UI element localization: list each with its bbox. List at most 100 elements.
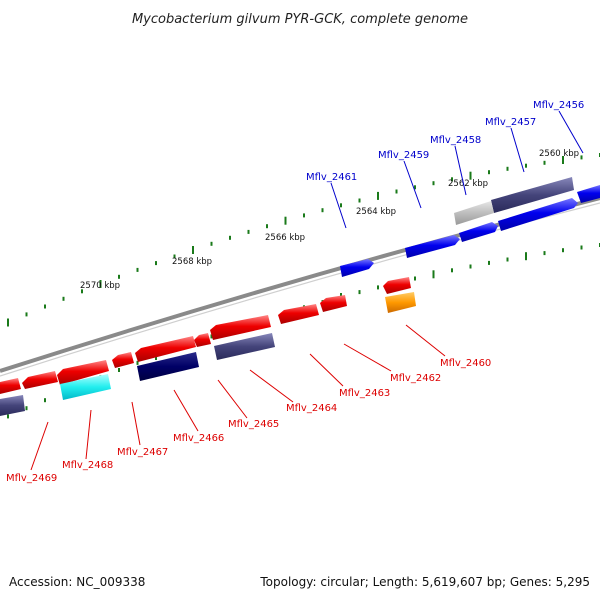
connector-mflv-2469: [30, 421, 49, 471]
forward-connectors: [330, 110, 584, 229]
minor-tick: [580, 155, 583, 160]
label-mflv-2466[interactable]: Mflv_2466: [173, 433, 224, 444]
kbp-label-2566: 2566 kbp: [265, 233, 305, 243]
minor-tick: [44, 398, 46, 403]
homolog-bar-purple: [214, 333, 275, 360]
minor-tick: [358, 290, 361, 295]
genome-summary-text: Topology: circular; Length: 5,619,607 bp…: [260, 575, 590, 589]
gene-mflv-2464[interactable]: [210, 315, 271, 340]
minor-tick: [340, 203, 342, 208]
minor-tick: [506, 257, 509, 262]
minor-tick: [136, 267, 139, 272]
major-tick: [284, 216, 287, 225]
label-mflv-2459[interactable]: Mflv_2459: [378, 150, 429, 161]
connector-mflv-2457: [510, 127, 525, 173]
minor-tick: [469, 264, 472, 269]
homolog-bar-purple-top: [491, 177, 574, 213]
major-tick: [562, 156, 564, 164]
map-title: Mycobacterium gilvum PYR-GCK, complete g…: [132, 12, 468, 27]
minor-tick: [266, 224, 268, 229]
kbp-label-2562: 2562 kbp: [448, 179, 488, 189]
connector-mflv-2459: [403, 160, 422, 209]
major-tick: [7, 318, 9, 327]
connector-mflv-2467: [131, 401, 141, 446]
gene-mflv-2462[interactable]: [320, 295, 347, 312]
minor-tick: [506, 166, 509, 171]
minor-tick: [229, 235, 231, 240]
gene-mflv-2460[interactable]: [383, 277, 411, 294]
connector-mflv-2468: [85, 409, 92, 460]
gene-mflv-2469[interactable]: [22, 371, 58, 389]
connector-mflv-2463: [309, 353, 344, 387]
label-mflv-2456[interactable]: Mflv_2456: [533, 100, 584, 111]
label-mflv-2469[interactable]: Mflv_2469: [6, 473, 57, 484]
minor-tick: [247, 229, 250, 234]
gene-mflv-2466[interactable]: [135, 336, 196, 362]
label-mflv-2457[interactable]: Mflv_2457: [485, 117, 536, 128]
minor-tick: [488, 170, 490, 175]
minor-tick: [44, 304, 46, 309]
reverse-gene-labels: Mflv_2460 Mflv_2462 Mflv_2463 Mflv_2464 …: [6, 358, 491, 484]
kbp-label-2570: 2570 kbp: [80, 281, 120, 291]
reverse-genes: [0, 277, 416, 416]
label-mflv-2461[interactable]: Mflv_2461: [306, 172, 357, 183]
connector-mflv-2461: [330, 182, 347, 229]
gene-mflv-2467[interactable]: [112, 352, 134, 368]
label-mflv-2464[interactable]: Mflv_2464: [286, 403, 337, 414]
forward-gene-labels: Mflv_2456 Mflv_2457 Mflv_2458 Mflv_2459 …: [306, 100, 584, 183]
minor-tick: [118, 368, 120, 372]
minor-tick: [136, 360, 139, 365]
minor-tick: [155, 261, 157, 266]
label-mflv-2465[interactable]: Mflv_2465: [228, 419, 279, 430]
connector-mflv-2464: [249, 369, 294, 403]
kbp-label-2560: 2560 kbp: [539, 149, 579, 159]
label-mflv-2467[interactable]: Mflv_2467: [117, 447, 168, 458]
gene-mflv-2463[interactable]: [278, 304, 319, 324]
label-mflv-2463[interactable]: Mflv_2463: [339, 388, 390, 399]
homolog-bar-orange: [385, 292, 416, 313]
minor-tick: [525, 163, 527, 168]
minor-tick: [321, 208, 324, 213]
minor-tick: [488, 260, 490, 265]
reverse-connectors: [30, 324, 446, 471]
minor-tick: [210, 334, 213, 339]
connector-mflv-2466: [173, 389, 199, 432]
major-tick: [469, 171, 472, 180]
homolog-bar-purple-left: [0, 395, 25, 416]
minor-tick: [543, 160, 546, 165]
minor-tick: [543, 251, 546, 256]
minor-tick: [81, 289, 83, 294]
minor-tick: [377, 285, 379, 290]
minor-tick: [451, 177, 453, 182]
homolog-bar-gray-top: [454, 201, 494, 225]
gene-mflv-2456[interactable]: [577, 185, 600, 203]
major-tick: [99, 280, 102, 288]
minor-tick: [451, 268, 453, 273]
gene-mflv-2465[interactable]: [194, 333, 211, 347]
gene-mflv-2461[interactable]: [340, 259, 374, 277]
gene-mflv-2459[interactable]: [405, 235, 460, 258]
gene-mflv-2458[interactable]: [459, 222, 498, 242]
minor-tick: [303, 213, 305, 218]
connector-mflv-2458: [454, 145, 467, 196]
label-mflv-2462[interactable]: Mflv_2462: [390, 373, 441, 384]
minor-tick: [580, 245, 583, 250]
kbp-label-2568: 2568 kbp: [172, 257, 212, 267]
kbp-labels: 2560 kbp 2562 kbp 2564 kbp 2566 kbp 2568…: [80, 149, 579, 291]
major-tick: [192, 246, 194, 254]
gene-mflv-2470-partial: [0, 378, 21, 394]
minor-tick: [414, 276, 416, 281]
minor-tick: [7, 414, 9, 419]
label-mflv-2468[interactable]: Mflv_2468: [62, 460, 113, 471]
label-mflv-2458[interactable]: Mflv_2458: [430, 135, 481, 146]
gene-mflv-2468[interactable]: [57, 360, 109, 385]
gene-mflv-2457[interactable]: [498, 198, 578, 231]
label-mflv-2460[interactable]: Mflv_2460: [440, 358, 491, 369]
homolog-bar-cyan: [60, 374, 111, 400]
minor-tick: [62, 296, 65, 301]
major-tick: [377, 191, 379, 200]
kbp-label-2564: 2564 kbp: [356, 207, 396, 217]
connector-mflv-2465: [217, 379, 248, 419]
major-tick: [525, 252, 527, 261]
